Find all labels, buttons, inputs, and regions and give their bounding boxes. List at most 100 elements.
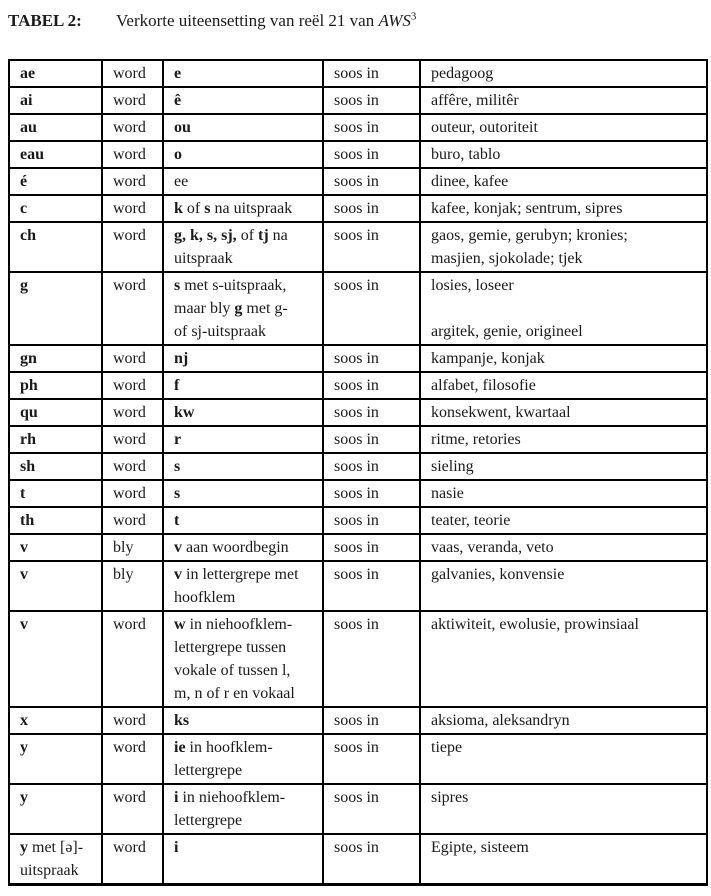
table-row: rh word r soos in ritme, retories [8, 425, 708, 454]
status-cell: word [101, 398, 164, 427]
grapheme-cell: c [8, 194, 103, 223]
soos-in-cell: soos in [322, 560, 421, 612]
document-page: TABEL 2: Verkorte uiteensetting van reël… [8, 10, 708, 886]
examples-cell: pedagoog [419, 59, 708, 88]
grapheme-cell: y [8, 783, 103, 835]
grapheme-cell: th [8, 506, 103, 535]
soos-in-cell: soos in [322, 479, 421, 508]
soos-in-cell: soos in [322, 452, 421, 481]
table-caption-text-main: Verkorte uiteensetting van reël 21 van [116, 11, 379, 30]
grapheme-cell: é [8, 167, 103, 196]
replacement-cell: r [162, 425, 324, 454]
examples-cell: sipres [419, 783, 708, 835]
examples-cell: aksioma, aleksandryn [419, 706, 708, 735]
replacement-cell: ks [162, 706, 324, 735]
table-row: v word w in niehoofklem- lettergrepe tusse… [8, 610, 708, 708]
status-cell: word [101, 371, 164, 400]
table-row: t word s soos in nasie [8, 479, 708, 508]
grapheme-cell: qu [8, 398, 103, 427]
status-cell: word [101, 194, 164, 223]
replacement-cell: v in lettergrepe met hoofklem [162, 560, 324, 612]
replacement-cell: ê [162, 86, 324, 115]
examples-cell: nasie [419, 479, 708, 508]
replacement-cell: g, k, s, sj, of tj na uitspraak [162, 221, 324, 273]
examples-cell: Egipte, sisteem [419, 833, 708, 886]
examples-cell: tiepe [419, 733, 708, 785]
soos-in-cell: soos in [322, 167, 421, 196]
examples-cell: konsekwent, kwartaal [419, 398, 708, 427]
status-cell: word [101, 271, 164, 346]
replacement-cell: e [162, 59, 324, 88]
soos-in-cell: soos in [322, 833, 421, 886]
grapheme-cell: v [8, 560, 103, 612]
status-cell: word [101, 221, 164, 273]
examples-cell: gaos, gemie, gerubyn; kronies; masjien, … [419, 221, 708, 273]
grapheme-cell: rh [8, 425, 103, 454]
table-row: y word i in niehoofklem- lettergrepe soos i… [8, 783, 708, 835]
replacement-cell: kw [162, 398, 324, 427]
grapheme-cell: eau [8, 140, 103, 169]
table-caption: TABEL 2: Verkorte uiteensetting van reël… [8, 10, 706, 31]
soos-in-cell: soos in [322, 706, 421, 735]
soos-in-cell: soos in [322, 398, 421, 427]
status-cell: word [101, 344, 164, 373]
table-caption-label: TABEL 2: [8, 11, 82, 30]
status-cell: word [101, 610, 164, 708]
table-row: gn word nj soos in kampanje, konjak [8, 344, 708, 373]
table-row: ae word e soos in pedagoog [8, 59, 708, 88]
table-row: au word ou soos in outeur, outoriteit [8, 113, 708, 142]
soos-in-cell: soos in [322, 371, 421, 400]
table-row: x word ks soos in aksioma, aleksandryn [8, 706, 708, 735]
soos-in-cell: soos in [322, 113, 421, 142]
soos-in-cell: soos in [322, 783, 421, 835]
soos-in-cell: soos in [322, 533, 421, 562]
status-cell: bly [101, 533, 164, 562]
replacement-cell: i [162, 833, 324, 886]
status-cell: word [101, 452, 164, 481]
replacement-cell: i in niehoofklem- lettergrepe [162, 783, 324, 835]
grapheme-cell: ai [8, 86, 103, 115]
examples-cell: dinee, kafee [419, 167, 708, 196]
grapheme-cell: au [8, 113, 103, 142]
status-cell: word [101, 833, 164, 886]
replacement-cell: ou [162, 113, 324, 142]
status-cell: word [101, 506, 164, 535]
replacement-cell: nj [162, 344, 324, 373]
soos-in-cell: soos in [322, 86, 421, 115]
status-cell: word [101, 167, 164, 196]
grapheme-cell: ae [8, 59, 103, 88]
status-cell: word [101, 706, 164, 735]
examples-cell: kampanje, konjak [419, 344, 708, 373]
table-row: sh word s soos in sieling [8, 452, 708, 481]
status-cell: word [101, 140, 164, 169]
replacement-cell: o [162, 140, 324, 169]
table-row: eau word o soos in buro, tablo [8, 140, 708, 169]
table-row: y met [ə]- uitspraak word i soos in Egipte, … [8, 833, 708, 886]
examples-cell: vaas, veranda, veto [419, 533, 708, 562]
grapheme-cell: y met [ə]- uitspraak [8, 833, 103, 886]
examples-cell: galvanies, konvensie [419, 560, 708, 612]
status-cell: word [101, 733, 164, 785]
table-row: v bly v aan woordbegin soos in vaas, veranda… [8, 533, 708, 562]
soos-in-cell: soos in [322, 610, 421, 708]
examples-cell: buro, tablo [419, 140, 708, 169]
grapheme-cell: gn [8, 344, 103, 373]
table-row: ai word ê soos in affêre, militêr [8, 86, 708, 115]
soos-in-cell: soos in [322, 221, 421, 273]
grapheme-cell: y [8, 733, 103, 785]
examples-cell: ritme, retories [419, 425, 708, 454]
soos-in-cell: soos in [322, 140, 421, 169]
grapheme-cell: sh [8, 452, 103, 481]
table-row: c word k of s na uitspraak soos in kafee, ko… [8, 194, 708, 223]
grapheme-cell: t [8, 479, 103, 508]
examples-cell: alfabet, filosofie [419, 371, 708, 400]
table-caption-text: Verkorte uiteensetting van reël 21 van A… [116, 10, 416, 31]
examples-cell: affêre, militêr [419, 86, 708, 115]
status-cell: bly [101, 560, 164, 612]
status-cell: word [101, 425, 164, 454]
replacement-cell: v aan woordbegin [162, 533, 324, 562]
status-cell: word [101, 479, 164, 508]
examples-cell: outeur, outoriteit [419, 113, 708, 142]
examples-cell: losies, loseer argitek, genie, origineel [419, 271, 708, 346]
replacement-cell: ee [162, 167, 324, 196]
